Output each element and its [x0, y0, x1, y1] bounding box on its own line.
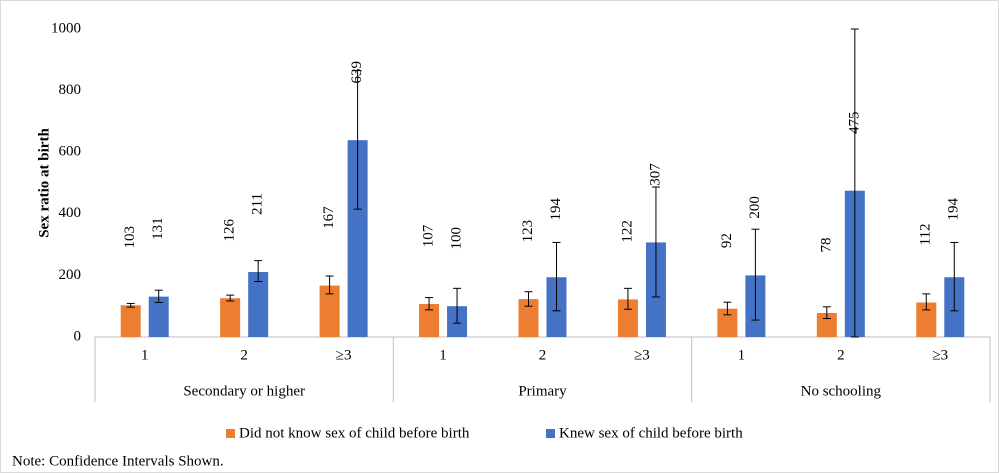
data-label: 131 [150, 217, 166, 240]
group-label: Secondary or higher [183, 383, 305, 399]
data-label: 126 [222, 218, 238, 241]
data-label: 92 [719, 233, 735, 248]
legend-label: Did not know sex of child before birth [239, 425, 470, 441]
group-label: Primary [518, 383, 567, 399]
y-tick-label: 0 [74, 328, 82, 344]
x-tick-label: ≥3 [634, 347, 650, 363]
data-label: 194 [946, 197, 962, 220]
data-label: 167 [321, 206, 337, 229]
data-label: 100 [448, 227, 464, 250]
legend-swatch [546, 429, 555, 438]
x-tick-label: 1 [141, 347, 149, 363]
note: Note: Confidence Intervals Shown. [12, 453, 224, 469]
y-tick-label: 600 [59, 144, 82, 160]
data-label: 103 [122, 226, 138, 249]
x-tick-label: 1 [738, 347, 746, 363]
bar [148, 296, 169, 337]
data-label: 639 [349, 61, 365, 84]
bar [916, 302, 937, 337]
data-label: 107 [420, 224, 436, 247]
y-tick-label: 800 [59, 82, 82, 98]
data-label: 475 [846, 111, 862, 134]
bar [816, 312, 837, 337]
x-tick-label: 2 [240, 347, 248, 363]
bar [347, 140, 368, 337]
bar [617, 299, 638, 337]
data-label: 122 [619, 220, 635, 243]
y-tick-label: 400 [59, 205, 82, 221]
bar [248, 272, 269, 337]
x-tick-label: 2 [837, 347, 845, 363]
x-tick-label: ≥3 [932, 347, 948, 363]
bar [319, 285, 340, 337]
data-label: 211 [250, 193, 266, 215]
data-label: 194 [548, 197, 564, 220]
group-label: No schooling [801, 383, 882, 399]
bar [120, 305, 141, 337]
x-tick-label: 2 [539, 347, 547, 363]
data-label: 123 [520, 220, 536, 243]
data-label: 200 [747, 196, 763, 219]
data-label: 112 [918, 224, 934, 246]
legend-swatch [226, 429, 235, 438]
bar [717, 308, 738, 337]
bar [220, 298, 241, 337]
data-label: 307 [647, 163, 663, 186]
x-tick-label: ≥3 [336, 347, 352, 363]
y-tick-label: 200 [59, 267, 82, 283]
y-tick-label: 1000 [51, 20, 81, 36]
legend-label: Knew sex of child before birth [559, 425, 743, 441]
y-axis-label: Sex ratio at birth [36, 128, 52, 238]
data-label: 78 [818, 237, 834, 252]
bar [518, 299, 539, 337]
bar [419, 304, 440, 337]
x-tick-label: 1 [439, 347, 447, 363]
